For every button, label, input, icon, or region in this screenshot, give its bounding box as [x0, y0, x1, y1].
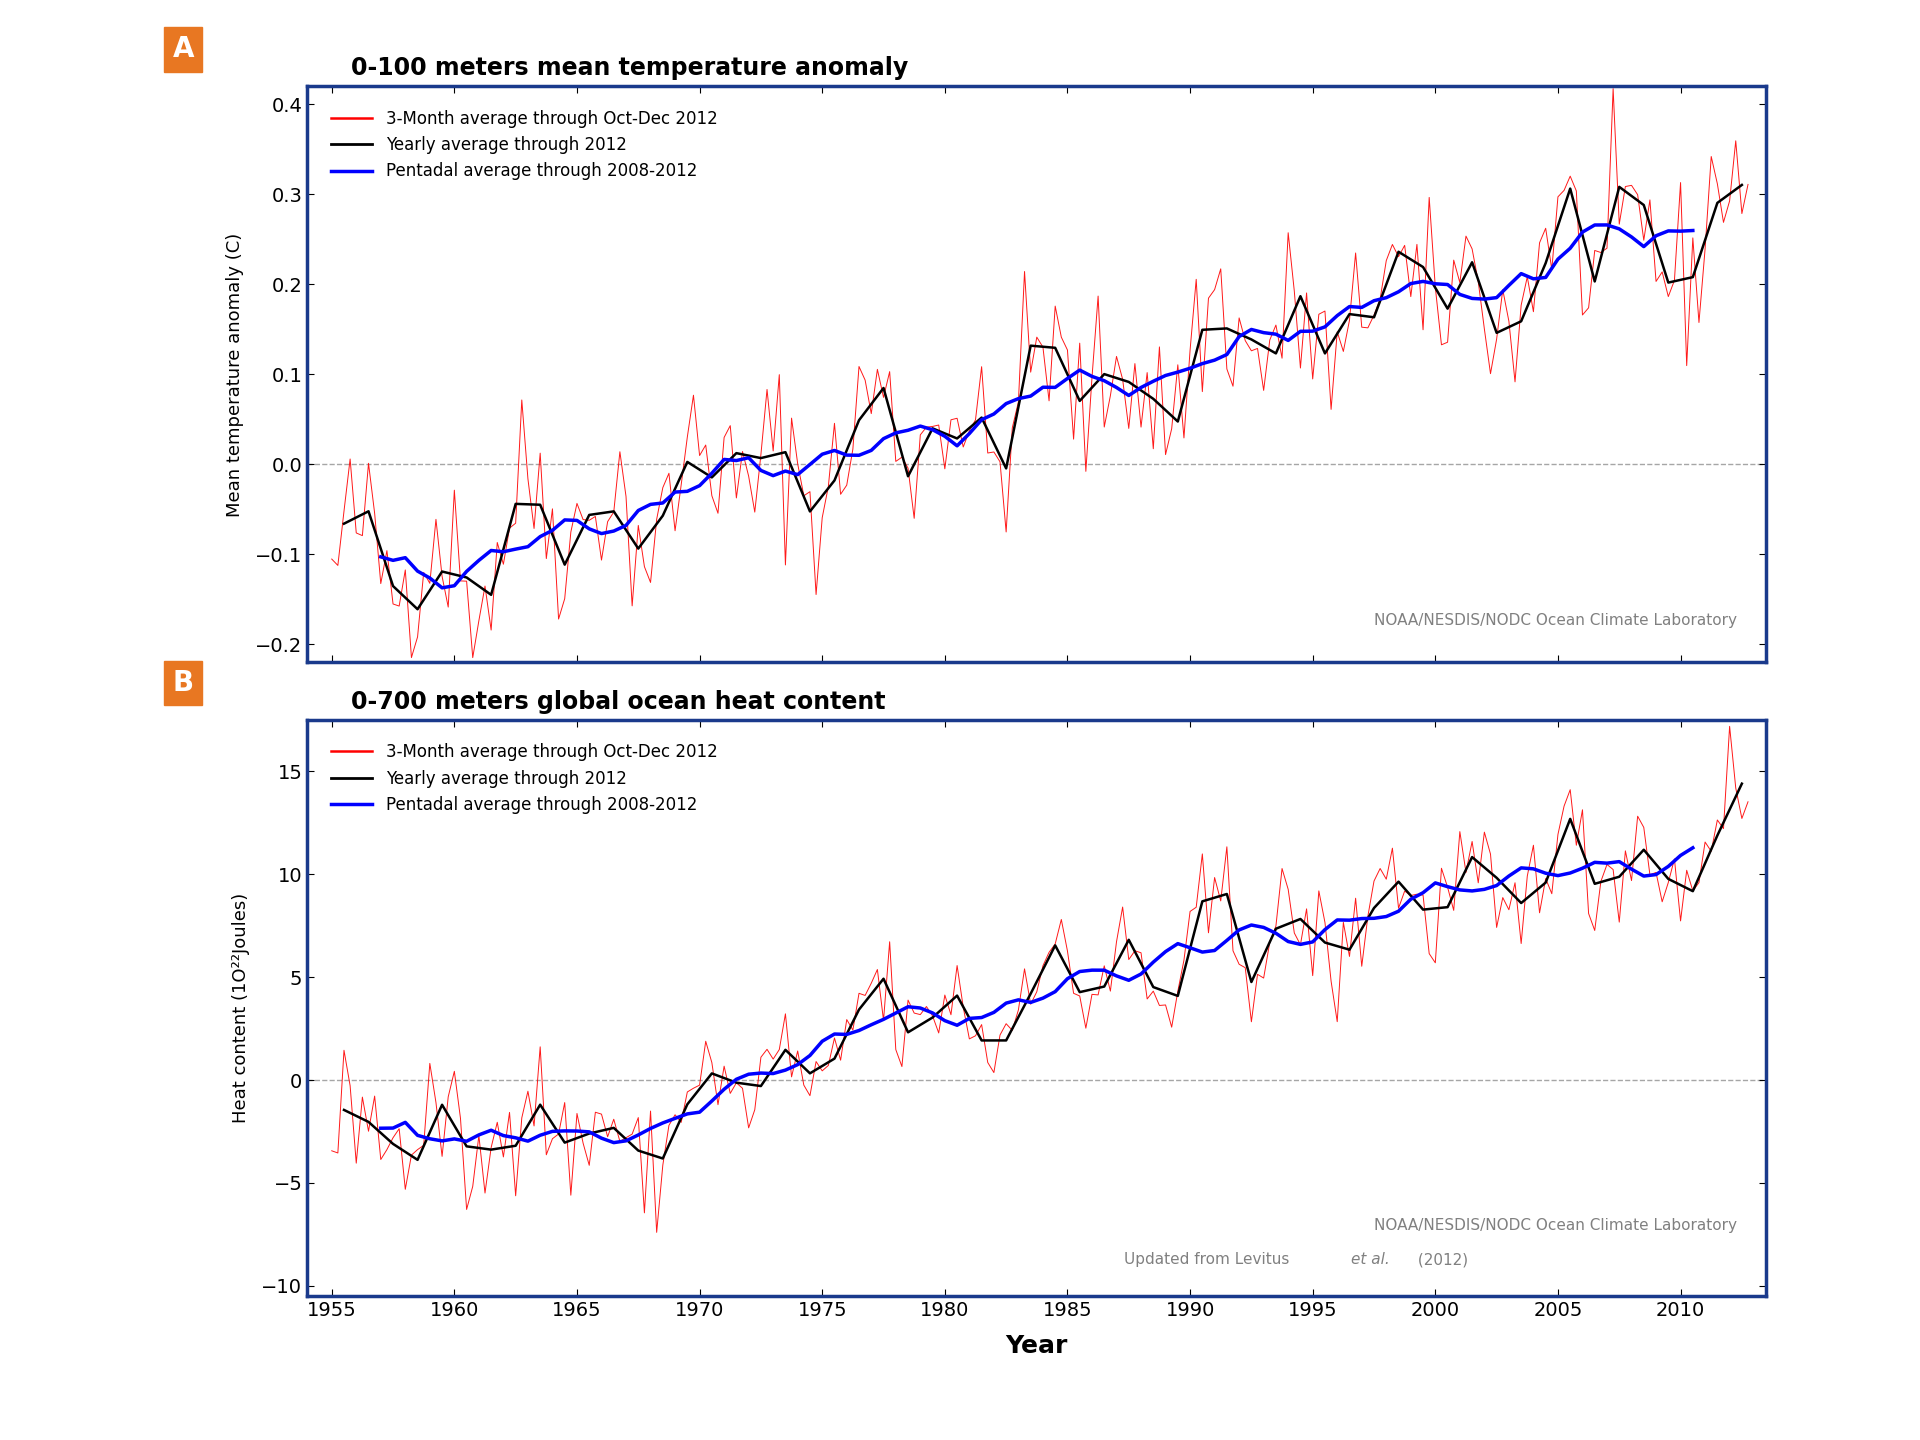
Text: NOAA/NESDIS/NODC Ocean Climate Laboratory: NOAA/NESDIS/NODC Ocean Climate Laborator…: [1375, 1218, 1738, 1233]
Text: (2012): (2012): [1413, 1253, 1469, 1267]
Text: 0-700 meters global ocean heat content: 0-700 meters global ocean heat content: [351, 690, 885, 714]
Legend: 3-Month average through Oct-Dec 2012, Yearly average through 2012, Pentadal aver: 3-Month average through Oct-Dec 2012, Ye…: [324, 104, 724, 187]
Y-axis label: Mean temperature anomaly (C): Mean temperature anomaly (C): [227, 232, 244, 517]
Text: A: A: [173, 36, 194, 63]
Y-axis label: Heat content (1O²²Joules): Heat content (1O²²Joules): [232, 893, 250, 1123]
X-axis label: Year: Year: [1006, 1333, 1068, 1358]
Text: Updated from Levitus: Updated from Levitus: [1125, 1253, 1294, 1267]
Text: B: B: [173, 670, 194, 697]
Legend: 3-Month average through Oct-Dec 2012, Yearly average through 2012, Pentadal aver: 3-Month average through Oct-Dec 2012, Ye…: [324, 737, 724, 821]
Text: NOAA/NESDIS/NODC Ocean Climate Laboratory: NOAA/NESDIS/NODC Ocean Climate Laborator…: [1375, 613, 1738, 628]
Text: 0-100 meters mean temperature anomaly: 0-100 meters mean temperature anomaly: [351, 56, 908, 81]
Text: et al.: et al.: [1350, 1253, 1390, 1267]
